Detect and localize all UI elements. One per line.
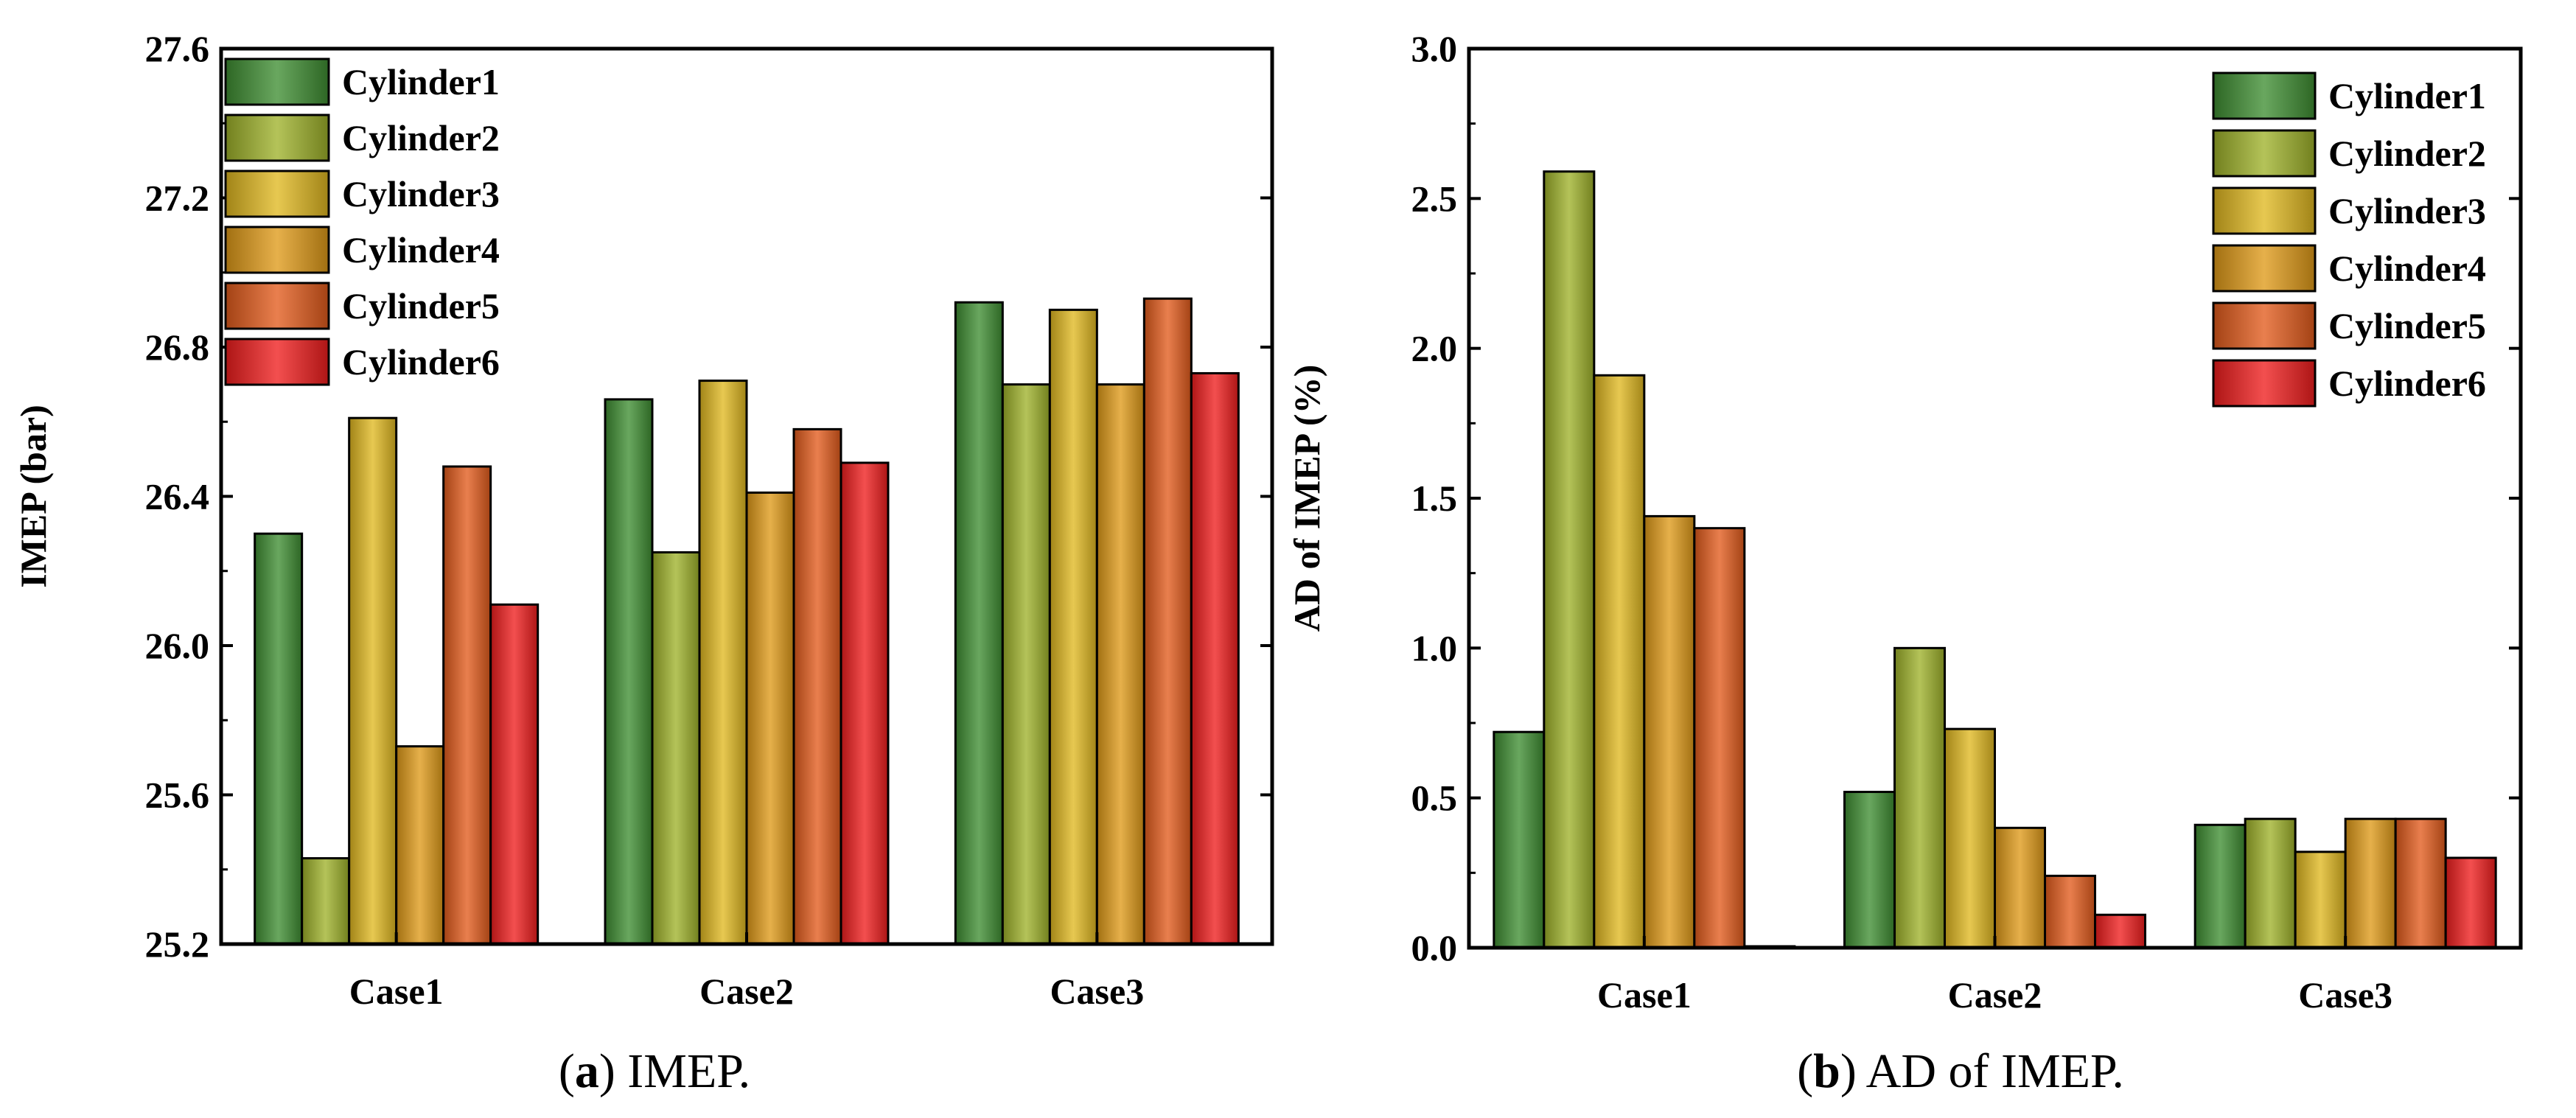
bar-cylinder3-case3 <box>2294 850 2347 949</box>
bar-cylinder5-case3 <box>1142 297 1193 946</box>
y-tick-label: 0.0 <box>1411 927 1458 968</box>
y-tick-label: 26.8 <box>145 326 210 368</box>
legend-label-cylinder3: Cylinder3 <box>2328 190 2486 231</box>
bar-cylinder6-case2 <box>840 461 890 946</box>
legend-swatch-cylinder6 <box>2212 359 2317 408</box>
chart-ad-of-imep: 0.0 0.5 1.0 1.5 2.0 2.5 3.0 Case1 Case2 Case3 AD o… <box>1286 28 2523 1016</box>
legend-label-cylinder1: Cylinder1 <box>342 61 500 102</box>
bar-cylinder3-case3 <box>1048 308 1098 946</box>
legend-swatch-cylinder2 <box>2212 129 2317 178</box>
bar-cylinder4-case1 <box>395 745 445 946</box>
y-tick-label: 27.6 <box>145 28 210 69</box>
legend-label-cylinder4: Cylinder4 <box>342 229 500 270</box>
bar-cylinder5-case3 <box>2394 817 2447 949</box>
bar-cylinder2-case1 <box>1543 170 1596 949</box>
bar-cylinder6-case2 <box>2094 913 2146 949</box>
y-tick-label: 1.5 <box>1411 478 1458 519</box>
legend-label-cylinder6: Cylinder6 <box>2328 363 2486 404</box>
bar-cylinder6-case3 <box>1190 371 1240 946</box>
bar-cylinder3-case1 <box>348 416 398 946</box>
legend-swatch-cylinder2 <box>224 113 330 162</box>
bar-cylinder5-case2 <box>792 427 842 946</box>
caption-b: (b) AD of IMEP. <box>1797 1044 2124 1098</box>
y-tick-label: 2.5 <box>1411 178 1458 219</box>
y-tick-label: 2.0 <box>1411 328 1458 369</box>
bar-cylinder2-case3 <box>1001 383 1051 946</box>
bar-cylinder6-case1 <box>489 603 540 946</box>
legend-swatch-cylinder1 <box>224 57 330 106</box>
y-axis-title: AD of IMEP (%) <box>1286 365 1327 632</box>
caption-a: (a) IMEP. <box>559 1044 750 1098</box>
bar-cylinder6-case3 <box>2444 856 2497 949</box>
bar-cylinder2-case3 <box>2244 817 2297 949</box>
legend-label-cylinder2: Cylinder2 <box>2328 133 2486 174</box>
y-tick-label: 26.0 <box>145 625 210 666</box>
bar-cylinder4-case3 <box>1095 383 1145 946</box>
legend-label-cylinder6: Cylinder6 <box>342 341 500 382</box>
x-tick-label-case2: Case2 <box>1948 974 2042 1016</box>
bar-cylinder5-case1 <box>442 465 492 946</box>
x-tick-label-case1: Case1 <box>1597 974 1692 1016</box>
legend-swatch-cylinder3 <box>224 170 330 218</box>
bar-cylinder1-case1 <box>254 532 304 946</box>
legend-label-cylinder5: Cylinder5 <box>342 285 500 326</box>
legend-label-cylinder4: Cylinder4 <box>2328 248 2486 289</box>
bar-cylinder1-case3 <box>954 301 1004 946</box>
y-tick-label: 0.5 <box>1411 778 1458 819</box>
bar-cylinder4-case1 <box>1643 514 1696 949</box>
y-tick-label: 1.0 <box>1411 627 1458 668</box>
bar-cylinder4-case2 <box>1994 826 2046 949</box>
legend-label-cylinder1: Cylinder1 <box>2328 75 2486 116</box>
bar-cylinder4-case2 <box>745 491 795 946</box>
y-tick-label: 27.2 <box>145 178 210 219</box>
y-axis-title: IMEP (bar) <box>13 405 54 588</box>
legend-label-cylinder3: Cylinder3 <box>342 173 500 214</box>
legend-swatch-cylinder4 <box>2212 244 2317 293</box>
legend-swatch-cylinder3 <box>2212 186 2317 235</box>
chart-imep: 25.2 25.6 26.0 26.4 26.8 27.2 27.6 Case1 Case2 Ca… <box>13 28 1274 1012</box>
bar-cylinder3-case2 <box>1944 727 1996 949</box>
y-tick-label: 25.6 <box>145 775 210 816</box>
legend-label-cylinder5: Cylinder5 <box>2328 305 2486 346</box>
bar-cylinder5-case1 <box>1693 527 1746 949</box>
bar-cylinder4-case3 <box>2344 817 2397 949</box>
legend-swatch-cylinder5 <box>224 282 330 330</box>
legend-swatch-cylinder6 <box>224 338 330 386</box>
y-tick-label: 25.2 <box>145 923 210 965</box>
y-tick-label: 3.0 <box>1411 28 1458 69</box>
y-tick-label: 26.4 <box>145 476 210 517</box>
bar-cylinder5-case2 <box>2044 874 2096 949</box>
bar-cylinder1-case2 <box>604 398 654 946</box>
legend-swatch-cylinder4 <box>224 226 330 274</box>
bar-cylinder2-case2 <box>651 551 701 946</box>
legend-label-cylinder2: Cylinder2 <box>342 117 500 158</box>
bar-cylinder2-case2 <box>1893 646 1946 949</box>
legend-swatch-cylinder1 <box>2212 71 2317 120</box>
bar-cylinder3-case1 <box>1593 374 1646 949</box>
bar-cylinder2-case1 <box>301 857 351 946</box>
x-tick-label-case3: Case3 <box>2298 974 2392 1016</box>
bar-cylinder1-case1 <box>1493 730 1546 949</box>
legend-swatch-cylinder5 <box>2212 301 2317 350</box>
bar-cylinder1-case3 <box>2193 823 2247 949</box>
bar-cylinder3-case2 <box>698 380 748 946</box>
x-tick-label-case3: Case3 <box>1050 971 1144 1012</box>
x-tick-label-case1: Case1 <box>349 971 444 1012</box>
bar-cylinder1-case2 <box>1843 791 1896 949</box>
x-tick-label-case2: Case2 <box>699 971 794 1012</box>
